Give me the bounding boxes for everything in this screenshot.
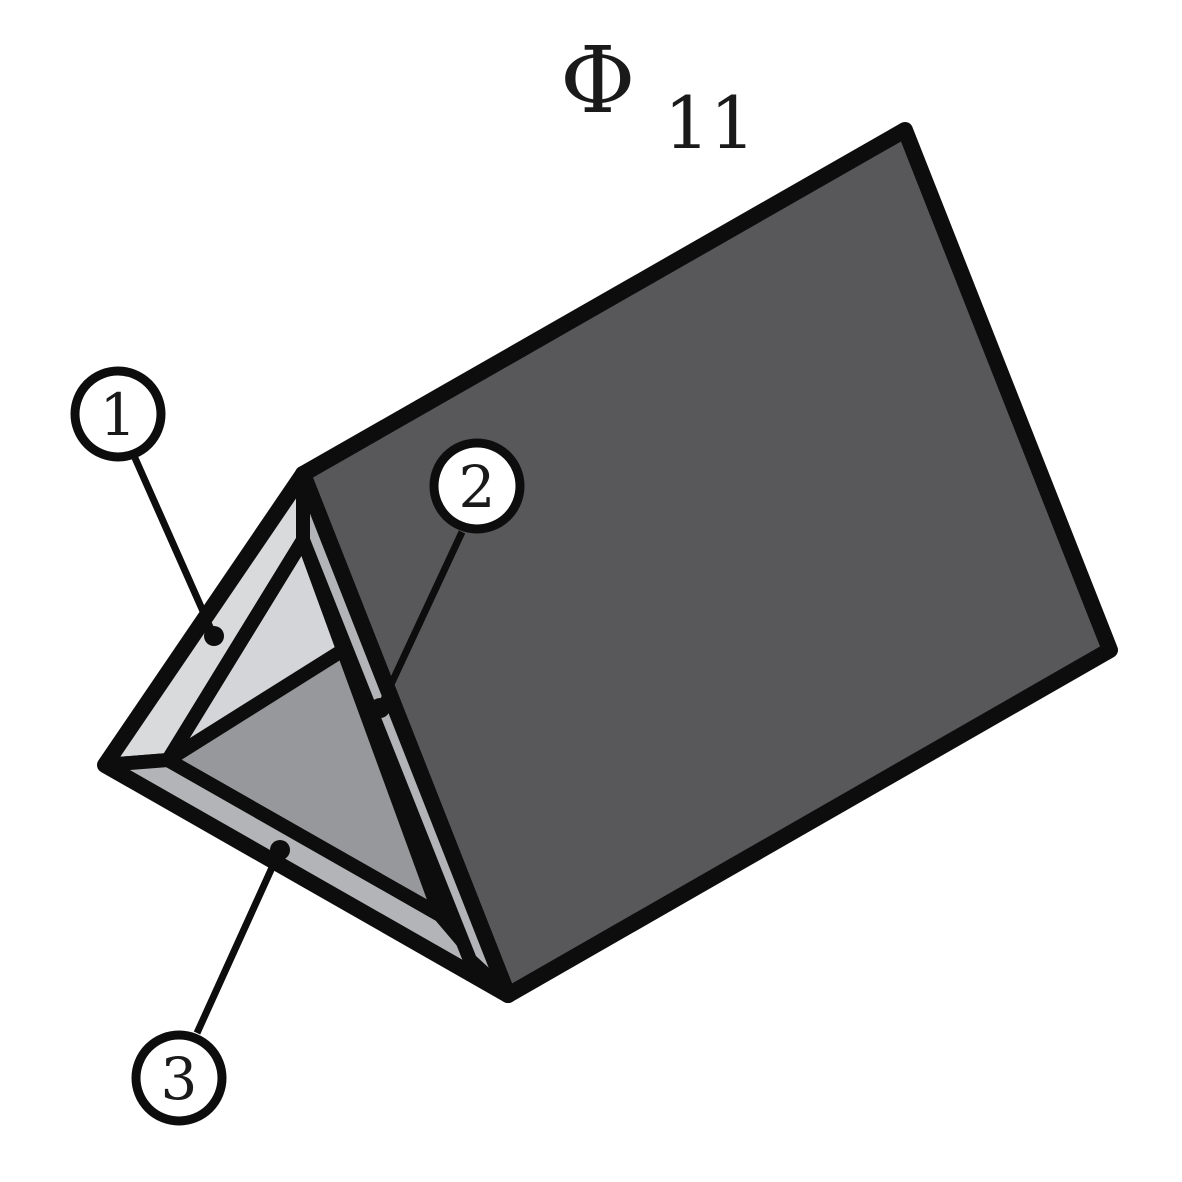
callout-2-circle (429, 438, 525, 534)
callout-1-leader (131, 456, 218, 638)
callout-1-number: 1 (100, 381, 137, 449)
callout-3-leader (193, 848, 284, 1035)
callout-2-leader (376, 530, 466, 710)
callout-3-number: 3 (161, 1045, 198, 1113)
callout-3-circle (131, 1030, 227, 1126)
prism-outline (97, 466, 516, 1003)
callout-1-anchor-dot (204, 626, 224, 646)
apex-ridge-line (295, 466, 516, 1003)
callout-1-circle (70, 366, 166, 462)
prism-inner-left-face (168, 540, 340, 760)
callout-2-anchor-dot (370, 698, 390, 718)
inner-triangle-edge-ridge (164, 537, 447, 922)
callout-3-anchor-dot (270, 840, 290, 860)
callout-2-number: 2 (459, 453, 496, 521)
diagram-title-symbol: Φ (560, 27, 635, 134)
diagram-title-subscript: 11 (664, 81, 756, 165)
